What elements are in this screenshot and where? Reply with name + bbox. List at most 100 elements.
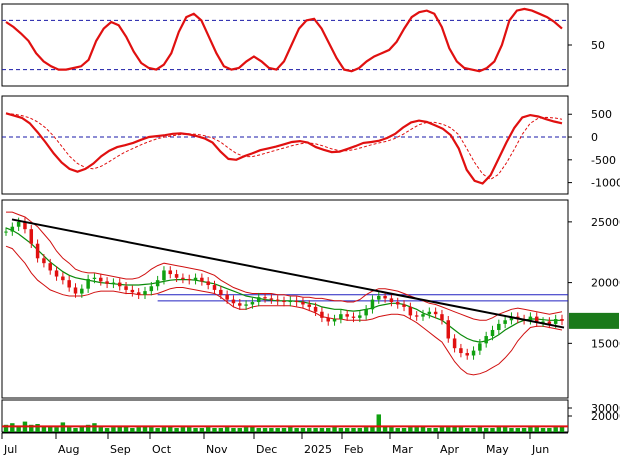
volume-bar bbox=[205, 427, 211, 432]
candle-body bbox=[35, 243, 40, 259]
y-tick-label: 25000 bbox=[591, 216, 620, 229]
candle-body bbox=[238, 303, 242, 306]
volume-bar bbox=[168, 426, 173, 432]
volume-bar bbox=[250, 426, 255, 432]
candle-body bbox=[320, 311, 324, 318]
volume-bar bbox=[149, 427, 154, 432]
candle-body bbox=[402, 304, 406, 307]
candle-body bbox=[282, 300, 286, 303]
candle-body bbox=[111, 282, 116, 284]
candle-body bbox=[256, 297, 261, 303]
candle-body bbox=[29, 229, 34, 244]
volume-bar bbox=[98, 427, 103, 432]
volume-bar bbox=[136, 427, 141, 432]
candle-body bbox=[509, 316, 514, 321]
volume-bar bbox=[363, 427, 369, 432]
volume-bar bbox=[111, 427, 116, 432]
candle-body bbox=[313, 306, 318, 312]
x-tick-label: Aug bbox=[58, 443, 79, 456]
bollinger-upper bbox=[6, 211, 563, 321]
last-price-label-bg bbox=[569, 312, 619, 329]
volume-bar bbox=[231, 428, 236, 432]
volume-bar bbox=[389, 427, 394, 432]
volume-bar bbox=[275, 428, 280, 432]
candle-body bbox=[136, 292, 141, 295]
volume-bar bbox=[452, 426, 457, 432]
candle-body bbox=[351, 316, 356, 318]
y-tick-label: -1000 bbox=[591, 177, 620, 190]
volume-bar bbox=[414, 427, 419, 432]
volume-bar bbox=[458, 427, 464, 432]
volume-bar bbox=[41, 426, 47, 432]
y-tick-label: -500 bbox=[591, 154, 616, 167]
candle-body bbox=[86, 278, 90, 289]
x-tick-label: Sep bbox=[110, 443, 131, 456]
volume-bar bbox=[471, 428, 476, 432]
volume-bar bbox=[344, 428, 350, 432]
volume-bar bbox=[281, 428, 287, 432]
x-tick-label: Nov bbox=[206, 443, 228, 456]
volume-bar bbox=[237, 428, 242, 432]
volume-bar bbox=[66, 427, 72, 432]
candle-body bbox=[534, 316, 539, 323]
candle-body bbox=[250, 302, 255, 305]
y-tick-label: 50 bbox=[591, 39, 605, 52]
candle-body bbox=[503, 320, 507, 324]
candle-body bbox=[48, 263, 52, 271]
candle-body bbox=[528, 316, 533, 321]
volume-bar bbox=[142, 426, 148, 432]
candle-body bbox=[231, 299, 236, 304]
volume-bar bbox=[35, 424, 40, 432]
volume-bar bbox=[288, 427, 293, 432]
candle-body bbox=[162, 270, 166, 281]
volume-bar bbox=[376, 414, 381, 432]
candle-body bbox=[117, 282, 122, 287]
volume-bar bbox=[180, 427, 186, 432]
volume-bar bbox=[509, 428, 514, 432]
volume-bar bbox=[269, 428, 274, 432]
volume-bar bbox=[319, 428, 325, 432]
candle-body bbox=[73, 287, 78, 294]
volume-bar bbox=[401, 428, 407, 432]
y-tick-label: 20000 bbox=[591, 410, 620, 423]
candle-body bbox=[326, 317, 330, 322]
candle-body bbox=[99, 277, 103, 282]
candle-body bbox=[92, 277, 97, 279]
candle-body bbox=[332, 319, 337, 322]
volume-bar bbox=[351, 428, 356, 432]
candle-body bbox=[339, 314, 343, 320]
candle-body bbox=[478, 343, 482, 351]
candle-body bbox=[42, 258, 46, 264]
y-tick-label: 500 bbox=[591, 108, 612, 121]
volume-bar bbox=[483, 428, 489, 432]
volume-bar bbox=[29, 424, 34, 432]
price-panel-frame bbox=[1, 199, 569, 399]
volume-bar bbox=[10, 423, 15, 432]
volume-bar bbox=[193, 428, 198, 432]
volume-bar bbox=[155, 428, 160, 432]
volume-bar bbox=[433, 428, 438, 432]
candle-body bbox=[484, 336, 488, 344]
candle-body bbox=[288, 300, 293, 303]
candle-body bbox=[446, 320, 451, 339]
macd-signal-line bbox=[5, 112, 563, 180]
volume-bar bbox=[528, 427, 533, 432]
x-tick-label: Mar bbox=[392, 443, 413, 456]
volume-bar bbox=[262, 428, 268, 432]
candle-body bbox=[553, 319, 558, 324]
candle-body bbox=[23, 221, 27, 230]
volume-bar bbox=[553, 427, 558, 432]
candle-body bbox=[124, 286, 128, 290]
candle-body bbox=[10, 226, 15, 232]
candle-body bbox=[471, 350, 476, 356]
candle-body bbox=[547, 321, 552, 324]
macd-line bbox=[5, 112, 563, 185]
candle-body bbox=[187, 278, 191, 281]
candle-body bbox=[168, 270, 173, 275]
volume-bar bbox=[54, 427, 59, 432]
candle-body bbox=[408, 306, 413, 316]
volume-bar bbox=[332, 427, 337, 432]
volume-bar bbox=[446, 427, 451, 432]
